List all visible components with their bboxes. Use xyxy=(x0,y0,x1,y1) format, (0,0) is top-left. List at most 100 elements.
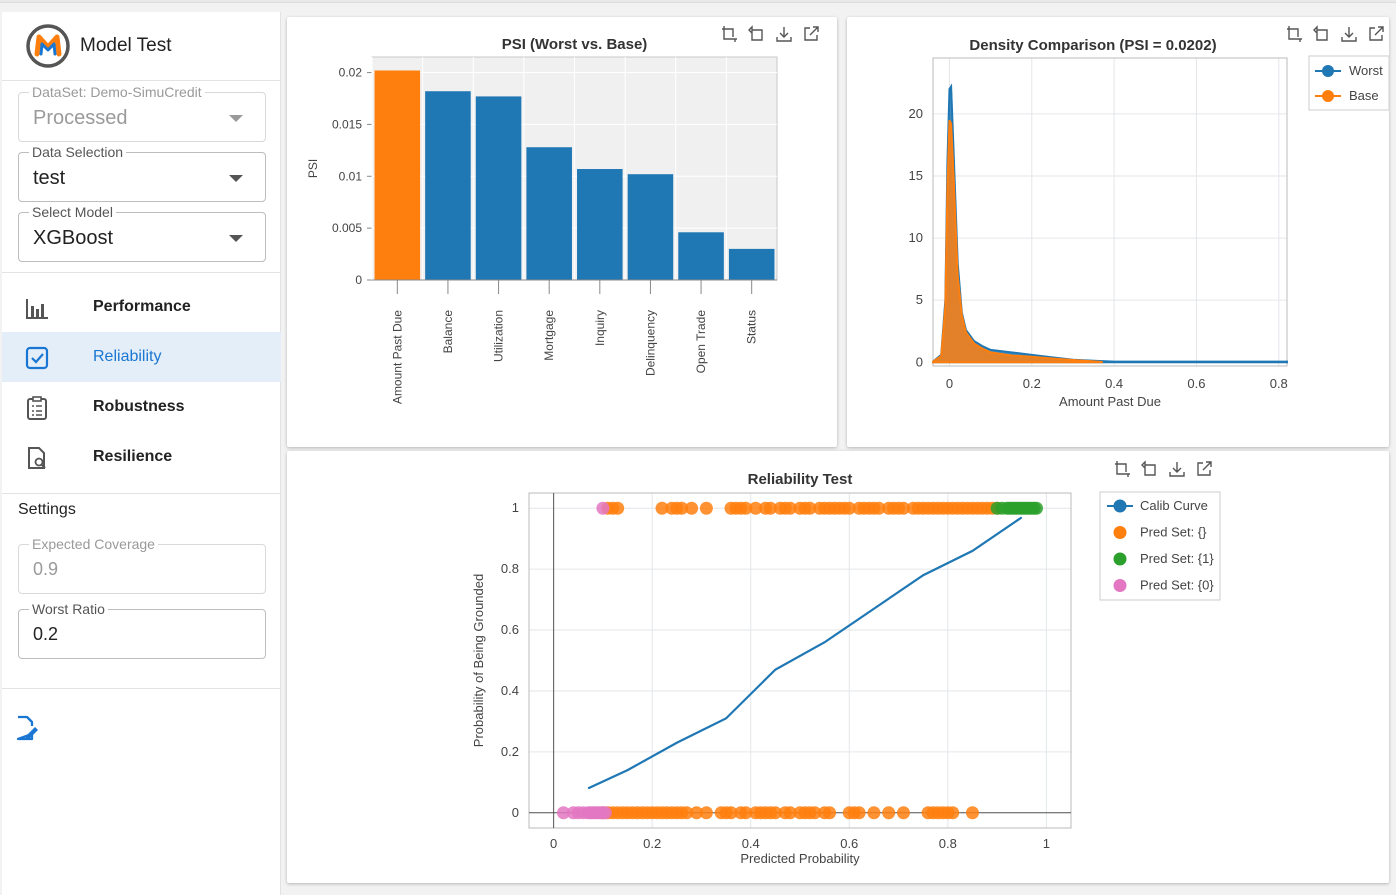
chart-title: Density Comparison (PSI = 0.0202) xyxy=(969,37,1216,54)
bar-chart-icon xyxy=(26,299,48,319)
scatter-point xyxy=(783,806,797,820)
zoom-select-icon[interactable] xyxy=(1114,460,1132,478)
x-tick-label: 0.2 xyxy=(643,836,661,851)
download-icon[interactable] xyxy=(1340,25,1358,43)
x-axis-label: Predicted Probability xyxy=(740,851,860,866)
legend-box xyxy=(1308,55,1390,111)
dataset-select[interactable]: DataSet: Demo-SimuCredit Processed xyxy=(18,84,266,142)
expand-icon[interactable] xyxy=(802,25,820,43)
scatter-point xyxy=(852,806,866,820)
scatter-point xyxy=(808,806,822,820)
reliability-toolbar xyxy=(1114,460,1213,478)
bar xyxy=(678,232,724,280)
x-tick-label: Balance xyxy=(441,310,455,354)
legend-marker xyxy=(1322,90,1334,102)
x-tick-label: 0.4 xyxy=(1105,376,1123,391)
y-tick-label: 0 xyxy=(355,273,362,287)
legend-marker xyxy=(1113,552,1127,566)
download-icon[interactable] xyxy=(775,25,793,43)
data-selection-select[interactable]: Data Selection test xyxy=(18,144,266,202)
calib-curve-line xyxy=(587,516,1023,790)
scatter-point xyxy=(596,501,610,515)
density-area-base xyxy=(932,119,1103,364)
y-tick-label: 0 xyxy=(916,354,923,369)
x-tick-label: Inquiry xyxy=(593,310,607,346)
edit-document-icon[interactable] xyxy=(14,714,40,742)
legend-label: Calib Curve xyxy=(1140,498,1208,513)
scatter-point xyxy=(685,501,699,515)
legend-label: Pred Set: {0} xyxy=(1140,578,1214,593)
data-selection-value: test xyxy=(33,167,66,189)
download-icon[interactable] xyxy=(1168,460,1186,478)
y-tick-label: 0.2 xyxy=(501,744,519,759)
scatter-point xyxy=(768,806,782,820)
scatter-point xyxy=(675,501,689,515)
scatter-point xyxy=(896,501,910,515)
expected-coverage-field[interactable]: Expected Coverage 0.9 xyxy=(18,536,266,594)
scatter-point xyxy=(690,806,704,820)
expected-coverage-value: 0.9 xyxy=(33,559,59,579)
x-tick-label: Utilization xyxy=(492,310,506,362)
plot-frame xyxy=(528,492,1072,829)
worst-ratio-field[interactable]: Worst Ratio 0.2 xyxy=(18,601,266,659)
x-axis-label: Amount Past Due xyxy=(1059,394,1161,409)
app-logo-icon xyxy=(26,24,70,68)
x-tick-label: Delinquency xyxy=(643,310,657,376)
scatter-point xyxy=(872,501,886,515)
bar xyxy=(374,70,421,280)
legend: Calib Curve Pred Set: {} Pred Set: {1} Pred… xyxy=(1099,491,1221,601)
scatter-point xyxy=(823,806,837,820)
x-tick-label: 0.4 xyxy=(742,836,760,851)
reset-icon[interactable] xyxy=(1141,460,1159,478)
density-chart: Density Comparison (PSI = 0.0202) 0 0.2 0.4… xyxy=(909,37,1390,409)
divider xyxy=(2,272,281,273)
y-tick-label: 10 xyxy=(909,230,923,245)
y-tick-label: 0.02 xyxy=(339,66,363,80)
nav-item-robustness[interactable]: Robustness xyxy=(2,382,281,432)
nav-item-resilience[interactable]: Resilience xyxy=(2,432,281,482)
data-selection-label: Data Selection xyxy=(29,144,127,160)
scatter-point xyxy=(965,806,979,820)
expand-icon[interactable] xyxy=(1195,460,1213,478)
legend-marker xyxy=(1322,65,1334,77)
scatter-point xyxy=(882,806,896,820)
x-tick-label: 0 xyxy=(550,836,557,851)
scatter-point xyxy=(763,501,777,515)
bar xyxy=(627,174,674,280)
x-tick-label: Mortgage xyxy=(542,310,556,361)
select-model-select[interactable]: Select Model XGBoost xyxy=(18,204,266,262)
scatter-point xyxy=(739,806,753,820)
reset-icon[interactable] xyxy=(1313,25,1331,43)
clipboard-list-icon xyxy=(27,396,47,420)
y-tick-label: 0.6 xyxy=(501,622,519,637)
scatter-point xyxy=(1030,501,1044,515)
legend-marker xyxy=(1113,526,1127,539)
y-tick-label: 20 xyxy=(909,106,923,121)
chart-title: Reliability Test xyxy=(748,471,853,488)
select-model-value: XGBoost xyxy=(33,227,114,249)
brand[interactable]: Model Test xyxy=(24,22,172,70)
nav-item-reliability[interactable]: Reliability xyxy=(2,332,281,382)
scatter-point xyxy=(783,501,797,515)
scatter-point xyxy=(867,806,881,820)
bar xyxy=(475,96,522,280)
x-tick-label: 0.8 xyxy=(1270,376,1288,391)
expand-icon[interactable] xyxy=(1367,25,1385,43)
bar xyxy=(728,248,775,280)
y-axis-label: PSI xyxy=(306,159,320,178)
nav-item-performance[interactable]: Performance xyxy=(2,282,281,332)
zoom-select-icon[interactable] xyxy=(721,25,739,43)
y-axis-label: Probability of Being Grounded xyxy=(471,574,486,747)
nav-label-reliability: Reliability xyxy=(93,348,162,365)
legend: Worst Base xyxy=(1308,55,1390,111)
x-tick-label: Status xyxy=(745,310,759,344)
x-tick-label: 0.6 xyxy=(1187,376,1205,391)
reliability-chart: Reliability Test 0 0.2 0.4 0.6 0.8 1 0 0.2 0.4 0.6… xyxy=(471,471,1221,866)
scatter-point xyxy=(842,501,856,515)
zoom-select-icon[interactable] xyxy=(1286,25,1304,43)
scatter-point xyxy=(699,806,713,820)
scatter-point xyxy=(896,806,910,820)
reliability-panel: Reliability Test 0 0.2 0.4 0.6 0.8 1 0 0.2 0.4 0.6… xyxy=(287,451,1389,883)
reset-icon[interactable] xyxy=(748,25,766,43)
x-tick-label: 0.6 xyxy=(840,836,858,851)
